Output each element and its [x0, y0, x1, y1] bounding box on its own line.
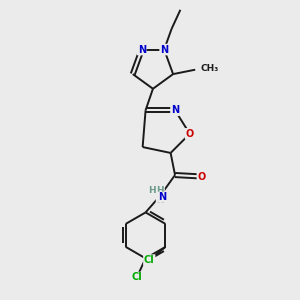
- Text: N: N: [138, 45, 146, 55]
- Text: O: O: [197, 172, 206, 182]
- Text: N: N: [171, 105, 179, 115]
- Text: CH₃: CH₃: [200, 64, 219, 73]
- Text: O: O: [186, 129, 194, 139]
- Text: N: N: [160, 45, 168, 55]
- Text: Cl: Cl: [144, 255, 155, 265]
- Text: H: H: [148, 186, 156, 195]
- Text: Cl: Cl: [131, 272, 142, 283]
- Text: N: N: [158, 192, 166, 202]
- Text: H
N: H N: [157, 186, 164, 205]
